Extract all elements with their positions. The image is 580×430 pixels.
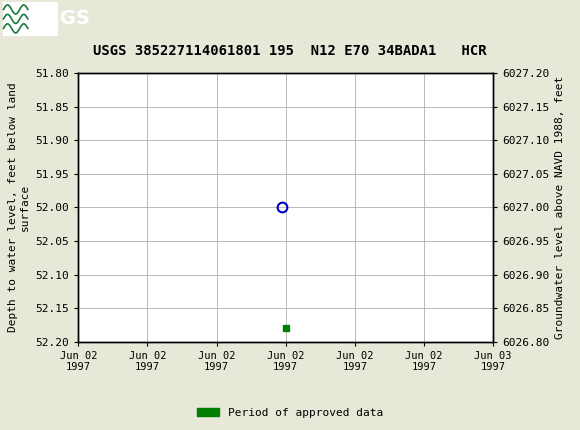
Y-axis label: Depth to water level, feet below land
surface: Depth to water level, feet below land su…: [8, 83, 30, 332]
Text: USGS: USGS: [30, 9, 90, 28]
FancyBboxPatch shape: [3, 2, 58, 36]
Y-axis label: Groundwater level above NAVD 1988, feet: Groundwater level above NAVD 1988, feet: [555, 76, 565, 339]
Text: USGS 385227114061801 195  N12 E70 34BADA1   HCR: USGS 385227114061801 195 N12 E70 34BADA1…: [93, 44, 487, 58]
Legend: Period of approved data: Period of approved data: [193, 403, 387, 422]
